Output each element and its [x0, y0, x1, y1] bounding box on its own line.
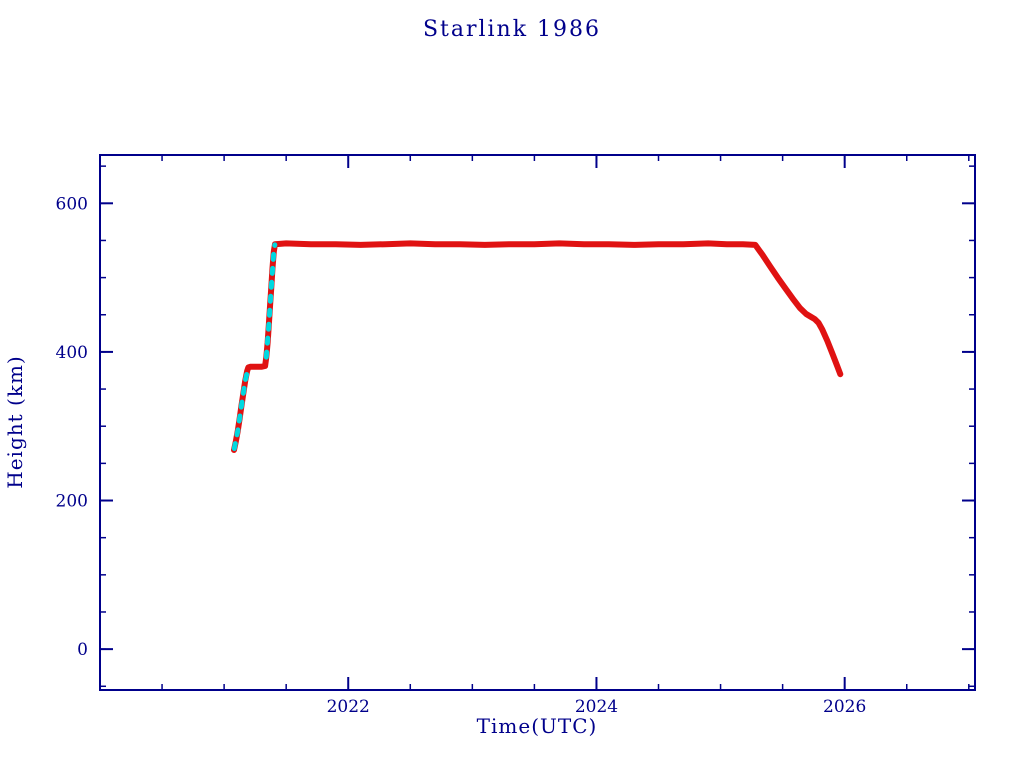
y-tick-label-200: 200 — [56, 492, 88, 512]
series-height-track-red — [231, 240, 844, 453]
y-tick-label-400: 400 — [56, 343, 88, 363]
chart-title: Starlink 1986 — [423, 17, 601, 42]
plot-border — [99, 154, 976, 691]
x-tick-label-2026: 2026 — [823, 697, 866, 717]
y-tick-label-600: 600 — [56, 194, 88, 214]
x-tick-label-2022: 2022 — [327, 697, 370, 717]
y-tick-label-0: 0 — [77, 640, 88, 660]
x-tick-label-2024: 2024 — [575, 697, 618, 717]
series-layer — [231, 240, 844, 453]
series-height-track-cyan — [231, 365, 251, 451]
axes-layer: 2022 2024 2026 0 200 400 600 — [56, 154, 976, 717]
series-height-track-cyan — [263, 242, 278, 360]
y-axis-label: Height (km) — [3, 355, 27, 488]
x-axis-label: Time(UTC) — [477, 714, 598, 738]
